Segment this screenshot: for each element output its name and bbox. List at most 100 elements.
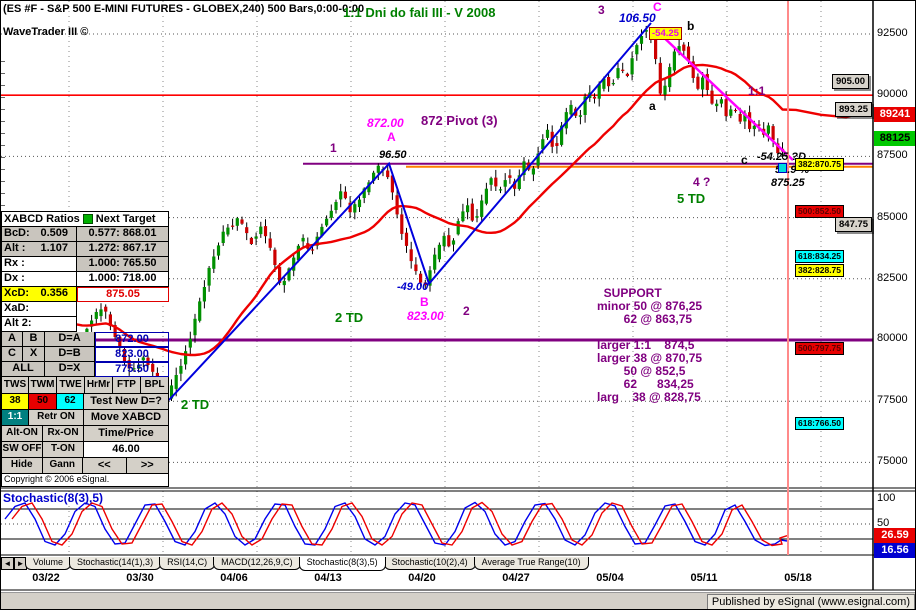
level-badge-500-797-75: 500:797.75 (795, 342, 845, 355)
tab-stochastic-14-1-3[interactable]: Stochastic(14(1),3) (69, 557, 162, 570)
level-badge-382-870-75: 382:870.75 (795, 158, 845, 171)
chart-annotation-2: 2 (463, 304, 470, 318)
tab-macd-12-26-9-c[interactable]: MACD(12,26,9,C) (213, 557, 301, 570)
ratio-value: 1.107 (40, 242, 68, 254)
ratio-label: Rx : (4, 257, 25, 269)
abcx-cell-d-x[interactable]: D=X (45, 362, 95, 377)
date-axis: 03/22 03/30 04/06 04/13 04/20 04/27 05/04 05/11… (1, 572, 915, 587)
ratio-target-cell (77, 302, 169, 317)
axis-tick-87500: 87500 (877, 149, 908, 161)
ratio-row-xcd: XcD: 0.356 875.05 (1, 287, 169, 302)
date-tick-04-13: 04/13 (314, 572, 342, 584)
axis-tick-75000: 75000 (877, 455, 908, 467)
level-badge-54-25: -54.25 (649, 27, 682, 40)
ratios-table-title: XABCD Ratios (4, 213, 80, 225)
panel-copyright: Copyright © 2006 eSignal. (1, 474, 169, 487)
panel-button-ftp[interactable]: FTP (113, 377, 141, 394)
panel-button-1-1[interactable]: 1:1 (1, 410, 29, 426)
panel-button-38[interactable]: 38 (1, 394, 29, 410)
panel-button-[interactable]: << (83, 458, 127, 474)
panel-button-twe[interactable]: TWE (57, 377, 85, 394)
abcx-cell-a[interactable]: A (1, 332, 23, 347)
chart-annotation-1: 1 (330, 141, 337, 155)
abcx-cell-c[interactable]: C (1, 347, 23, 362)
ratio-row-rx: Rx : 1.000: 765.50 (1, 257, 169, 272)
study-tabs-bar: ◄ ► Volume Stochastic(14(1),3) RSI(14,C) MACD… (1, 557, 915, 572)
control-row: Alt-ON Rx-ON Time/Price (1, 426, 169, 442)
abcx-cell-d-b[interactable]: D=B (45, 347, 95, 362)
ratio-label: XaD: (4, 302, 30, 314)
level-badge-500-852-50: 500:852.50 (795, 205, 845, 218)
chart-annotation-872-00: 872.00 (367, 116, 404, 130)
tab-stochastic-8-3-5[interactable]: Stochastic(8(3),5) (298, 557, 386, 571)
panel-button-sw-off[interactable]: SW OFF (1, 442, 43, 458)
abcx-cell-all[interactable]: ALL (1, 362, 45, 377)
panel-button-time-price[interactable]: Time/Price (84, 426, 169, 442)
panel-button-twm[interactable]: TWM (29, 377, 57, 394)
tab-volume[interactable]: Volume (25, 557, 72, 570)
panel-button-hide[interactable]: Hide (1, 458, 43, 474)
control-row: SW OFF T-ON 46.00 (1, 442, 169, 458)
ratio-value (68, 302, 76, 316)
wave-count-title: 1:1 Dni do fali III - V 2008 (343, 5, 496, 20)
chart-annotation-96-50: 96.50 (379, 149, 407, 161)
axis-tick-80000: 80000 (877, 332, 908, 344)
ratios-table-header: XABCD Ratios Next Target (1, 211, 169, 227)
panel-button-gann[interactable]: Gann (42, 458, 84, 474)
axis-price-badge-16-56: 16.56 (874, 543, 915, 558)
panel-button-bpl[interactable]: BPL (141, 377, 169, 394)
ratio-label: BcD: (4, 227, 30, 239)
axis-tick-50: 50 (877, 517, 890, 529)
ratio-label: Dx : (4, 272, 25, 284)
axis-tick-85000: 85000 (877, 211, 908, 223)
abcx-cell-x[interactable]: X (23, 347, 45, 362)
ratio-label-cell: XcD: 0.356 (1, 287, 77, 302)
panel-button-tws[interactable]: TWS (1, 377, 29, 394)
panel-button-test-new-d[interactable]: Test New D=? (84, 394, 169, 410)
publisher-note: Published by eSignal (www.esignal.com) (706, 594, 915, 609)
panel-button-46-00[interactable]: 46.00 (84, 442, 169, 458)
ratio-label: Alt : (4, 242, 26, 254)
ratio-target-cell: 1.000: 718.00 (77, 272, 169, 287)
level-badge-905-00: 905.00 (832, 74, 870, 89)
abcx-cell-d-a[interactable]: D=A (45, 332, 95, 347)
chart-annotation-b: b (687, 19, 695, 33)
tab-stochastic-10-2-4[interactable]: Stochastic(10(2),4) (383, 557, 476, 570)
panel-button-t-on[interactable]: T-ON (43, 442, 84, 458)
level-badge-847-75: 847.75 (835, 217, 873, 232)
ratio-value (68, 272, 76, 286)
tab-average-true-range-10[interactable]: Average True Range(10) (473, 557, 589, 570)
chart-annotation-3: 3 (598, 3, 605, 17)
chart-annotation-2-td: 2 TD (181, 397, 210, 412)
ratio-value (68, 257, 76, 271)
tab-scroll-left-icon[interactable]: ◄ (1, 557, 14, 570)
axis-tick-82500: 82500 (877, 272, 908, 284)
panel-button-[interactable]: >> (126, 458, 169, 474)
ratio-target-cell: 875.05 (77, 287, 169, 302)
panel-button-50[interactable]: 50 (29, 394, 57, 410)
abcx-row: C X D=B 823.00 (1, 347, 169, 362)
axis-tick-100: 100 (877, 492, 896, 504)
control-row: Hide Gann << >> (1, 458, 169, 474)
panel-button-retr-on[interactable]: Retr ON (29, 410, 84, 426)
tab-rsi-14-c[interactable]: RSI(14,C) (159, 557, 216, 570)
panel-button-move-xabcd[interactable]: Move XABCD (84, 410, 169, 426)
date-tick-05-04: 05/04 (596, 572, 624, 584)
panel-button-alt-on[interactable]: Alt-ON (1, 426, 43, 442)
level-badge-618-766-50: 618:766.50 (795, 417, 845, 430)
panel-button-hrmr[interactable]: HrMr (85, 377, 113, 394)
axis-price-badge-89241: 89241 (874, 107, 915, 122)
axis-tick-90000: 90000 (877, 88, 908, 100)
ratio-row-alt: Alt : 1.107 1.272: 867.17 (1, 242, 169, 257)
green-square-icon (82, 214, 93, 224)
date-tick-03-30: 03/30 (126, 572, 154, 584)
ratio-value: 0.356 (40, 287, 68, 299)
abcx-cell-b[interactable]: B (23, 332, 45, 347)
control-row: 1:1 Retr ON Move XABCD (1, 410, 169, 426)
chart-annotation-support-mi: SUPPORT minor 50 @ 876,25 62 @ 863,75 la… (597, 286, 703, 404)
date-tick-05-18: 05/18 (784, 572, 812, 584)
panel-button-62[interactable]: 62 (57, 394, 84, 410)
chart-annotation-54-25-d: -54.25 ?D (757, 151, 806, 163)
level-badge-893-25: 893.25 (835, 102, 873, 117)
panel-button-rx-on[interactable]: Rx-ON (43, 426, 84, 442)
